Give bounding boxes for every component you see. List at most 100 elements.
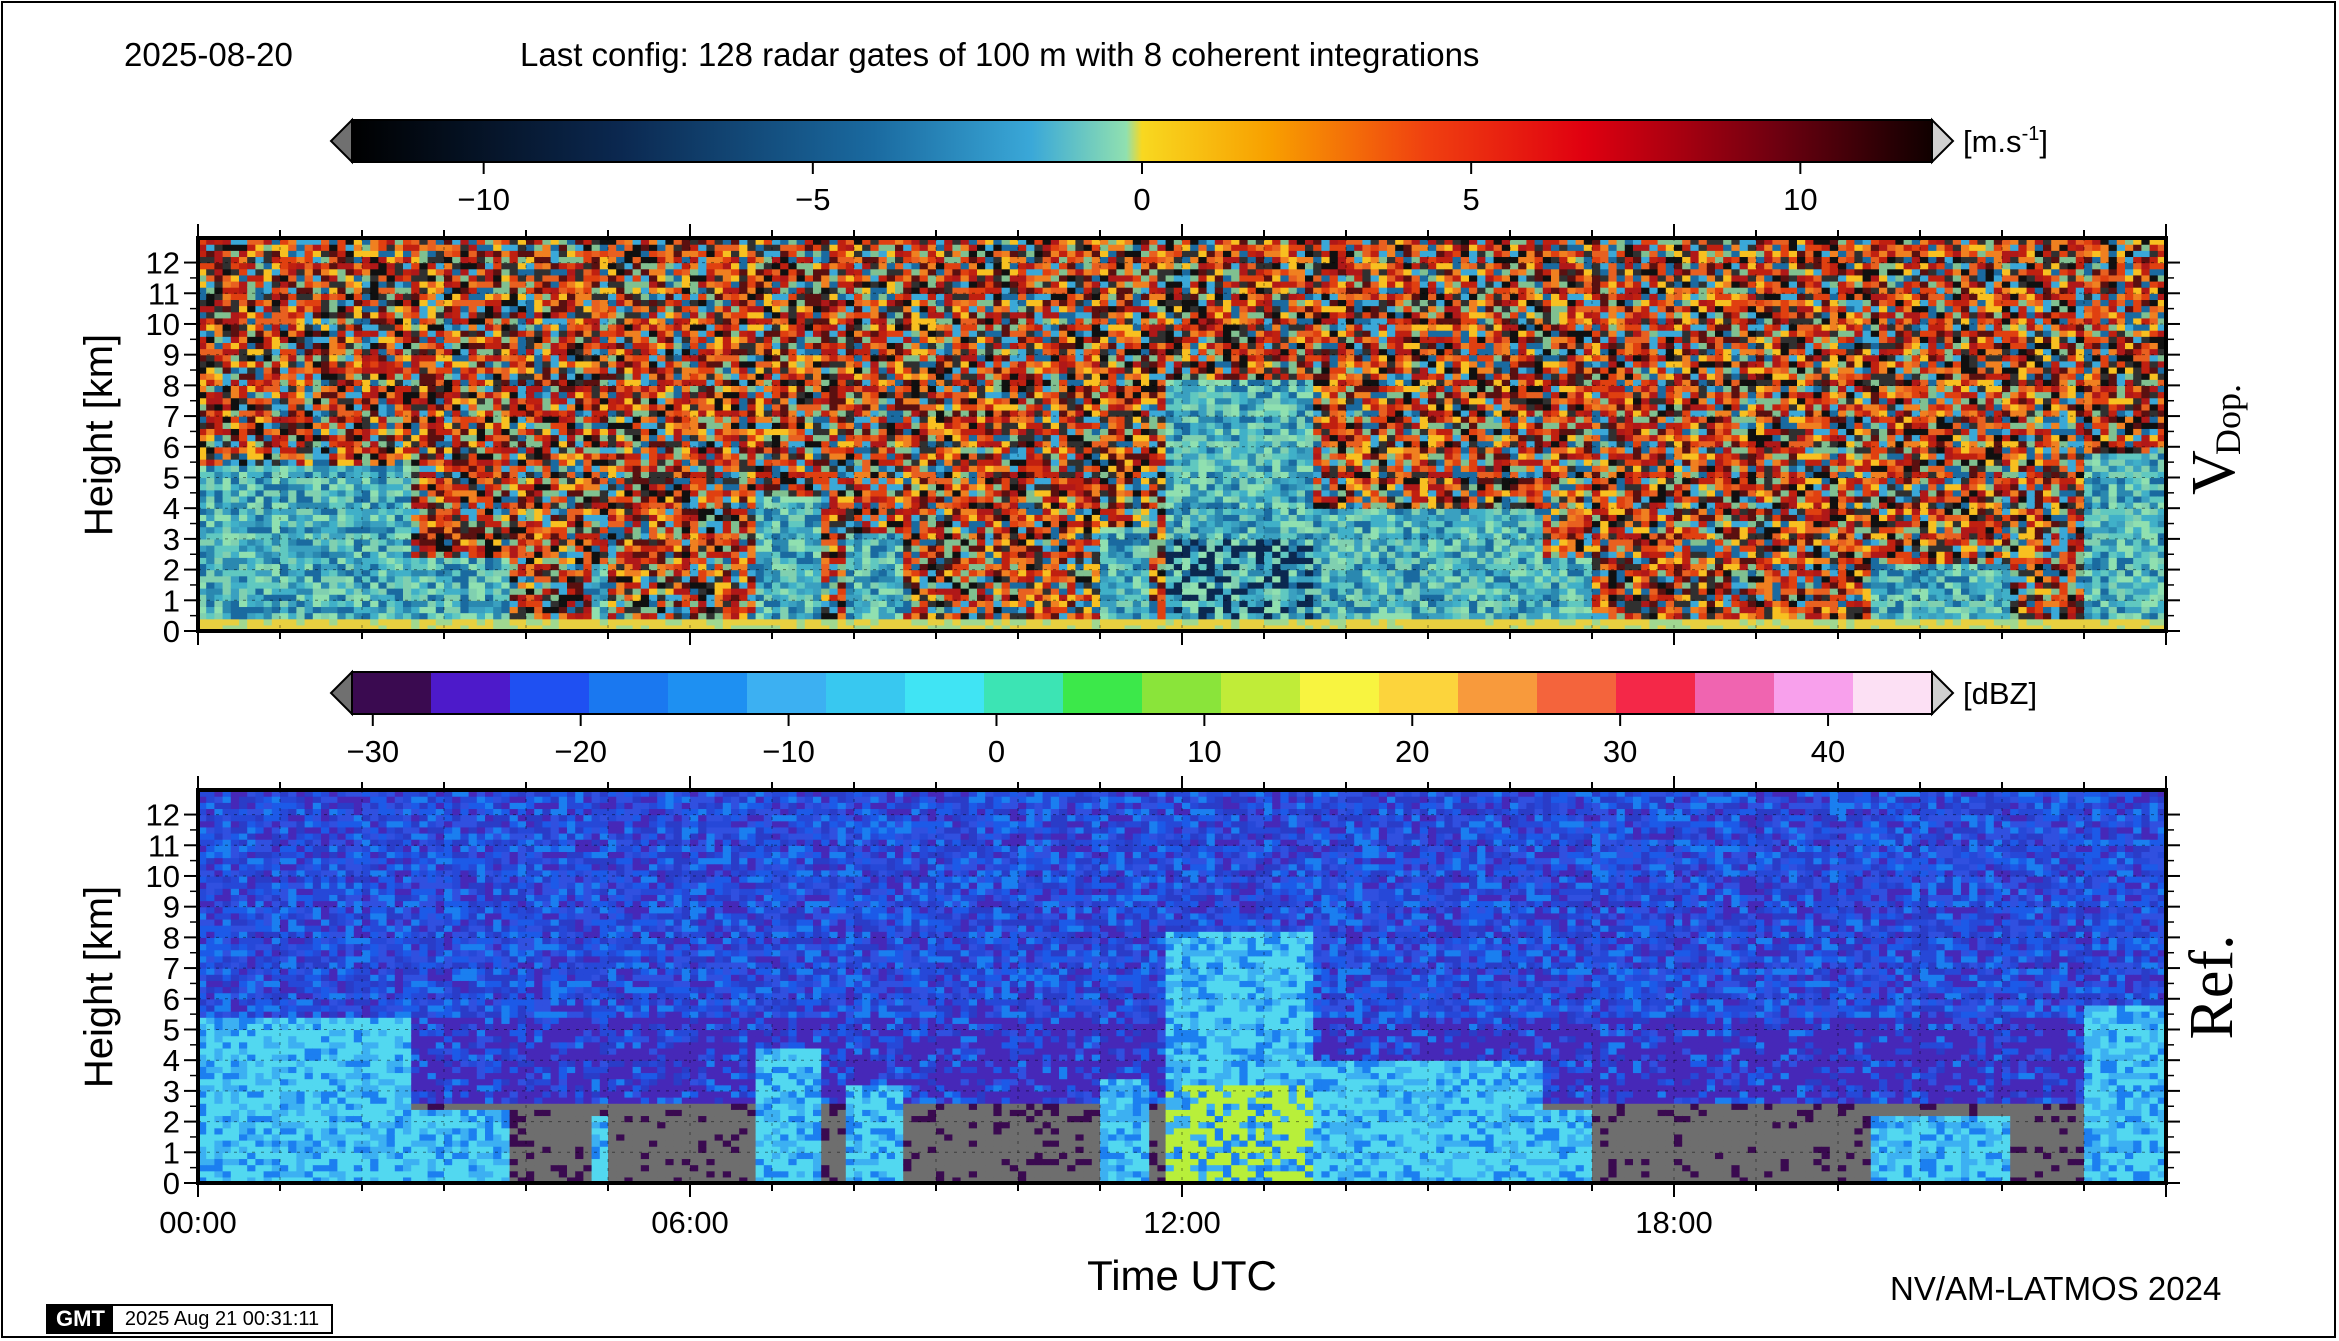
velocity-cell [558, 624, 568, 631]
velocity-cell [640, 483, 650, 491]
velocity-cell [747, 379, 757, 386]
velocity-cell [575, 354, 584, 362]
velocity-cell [394, 403, 404, 411]
velocity-cell [763, 305, 773, 313]
velocity-cell [616, 452, 625, 460]
velocity-cell [239, 274, 248, 282]
velocity-cell [599, 311, 609, 319]
velocity-cell [608, 514, 617, 522]
velocity-cell [796, 434, 806, 442]
velocity-cell [255, 569, 265, 577]
velocity-cell [460, 495, 470, 503]
velocity-cell [280, 409, 289, 417]
velocity-cell [591, 373, 601, 380]
velocity-cell [550, 624, 560, 631]
velocity-cell [575, 489, 584, 497]
velocity-cell [796, 305, 806, 313]
velocity-cell [329, 459, 338, 466]
velocity-cell [567, 323, 576, 331]
velocity-cell [747, 520, 757, 528]
velocity-cell [271, 508, 281, 515]
velocity-cell [222, 514, 232, 522]
velocity-cell [690, 508, 699, 515]
velocity-cell [624, 581, 634, 589]
velocity-cell [649, 317, 658, 325]
velocity-cell [304, 532, 314, 540]
velocity-cell [419, 446, 429, 454]
velocity-cell [542, 280, 552, 288]
velocity-cell [616, 563, 625, 571]
velocity-cell [222, 483, 232, 491]
velocity-cell [378, 502, 388, 509]
velocity-cell [649, 416, 658, 423]
velocity-colorbar-bar [351, 119, 1933, 163]
colorbar-step [826, 672, 906, 714]
velocity-cell [690, 483, 699, 491]
velocity-cell [649, 514, 658, 522]
velocity-cell [788, 440, 798, 448]
velocity-cell [657, 581, 666, 589]
velocity-cell [337, 385, 347, 393]
velocity-cell [747, 280, 757, 288]
velocity-cell [772, 465, 781, 472]
velocity-cell [362, 311, 371, 319]
velocity-cell [329, 366, 338, 374]
velocity-cell [772, 336, 781, 343]
velocity-cell [813, 238, 822, 245]
velocity-cell [681, 624, 691, 631]
velocity-cell [468, 274, 478, 282]
velocity-cell [304, 238, 314, 245]
velocity-cell [493, 428, 502, 436]
velocity-cell [247, 495, 256, 503]
velocity-cell [534, 489, 543, 497]
velocity-cell [452, 618, 461, 626]
velocity-cell [509, 545, 519, 552]
velocity-cell [632, 311, 642, 319]
velocity-cell [411, 471, 420, 479]
colorbar-step [1537, 672, 1617, 714]
velocity-cell [345, 391, 355, 399]
velocity-cell [288, 280, 297, 288]
velocity-cell [681, 391, 691, 399]
velocity-cell [681, 409, 691, 417]
velocity-cell [681, 575, 691, 583]
velocity-cell [476, 588, 486, 595]
velocity-cell [394, 336, 404, 343]
velocity-cell [575, 373, 584, 380]
velocity-cell [804, 600, 814, 608]
velocity-cell [247, 624, 256, 631]
velocity-cell [608, 557, 617, 565]
velocity-cell [772, 502, 781, 509]
velocity-cell [493, 600, 502, 608]
velocity-cell [427, 360, 437, 368]
velocity-cell [255, 459, 265, 466]
velocity-cell [542, 532, 552, 540]
velocity-cell [632, 495, 642, 503]
velocity-cell [714, 360, 724, 368]
velocity-cell [198, 489, 207, 497]
velocity-cell [788, 600, 798, 608]
velocity-cell [288, 403, 297, 411]
velocity-cell [321, 538, 330, 546]
velocity-cell [542, 428, 552, 436]
velocity-cell [706, 317, 716, 325]
velocity-cell [206, 409, 215, 417]
velocity-cell [665, 354, 675, 362]
velocity-cell [370, 477, 379, 485]
velocity-cell [526, 594, 535, 601]
velocity-cell [468, 446, 478, 454]
velocity-cell [419, 440, 429, 448]
velocity-cell [206, 385, 215, 393]
velocity-cell [821, 280, 830, 288]
velocity-cell [763, 238, 773, 245]
velocity-cell [755, 483, 765, 491]
velocity-cell [198, 385, 207, 393]
velocity-cell [312, 397, 322, 405]
velocity-cell [386, 428, 396, 436]
velocity-cell [476, 618, 486, 626]
velocity-cell [206, 366, 215, 374]
velocity-cell [550, 391, 560, 399]
velocity-cell [271, 569, 281, 577]
velocity-cell [403, 250, 412, 258]
velocity-cell [427, 581, 437, 589]
